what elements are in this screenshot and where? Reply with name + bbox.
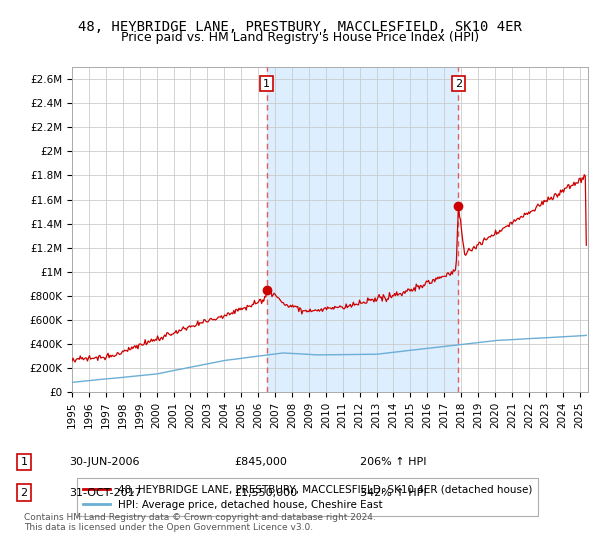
Text: 2: 2 (455, 78, 462, 88)
Text: 1: 1 (20, 457, 28, 467)
Text: 30-JUN-2006: 30-JUN-2006 (69, 457, 139, 467)
Text: 342% ↑ HPI: 342% ↑ HPI (360, 488, 427, 498)
Bar (266, 67, 458, 392)
Text: £1,550,000: £1,550,000 (234, 488, 297, 498)
Text: £845,000: £845,000 (234, 457, 287, 467)
Text: 206% ↑ HPI: 206% ↑ HPI (360, 457, 427, 467)
Text: Price paid vs. HM Land Registry's House Price Index (HPI): Price paid vs. HM Land Registry's House … (121, 31, 479, 44)
Text: 31-OCT-2017: 31-OCT-2017 (69, 488, 142, 498)
Text: 48, HEYBRIDGE LANE, PRESTBURY, MACCLESFIELD, SK10 4ER: 48, HEYBRIDGE LANE, PRESTBURY, MACCLESFI… (78, 20, 522, 34)
Text: Contains HM Land Registry data © Crown copyright and database right 2024.: Contains HM Land Registry data © Crown c… (24, 513, 376, 522)
Text: 2: 2 (20, 488, 28, 498)
Text: 1: 1 (263, 78, 270, 88)
Text: This data is licensed under the Open Government Licence v3.0.: This data is licensed under the Open Gov… (24, 523, 313, 532)
Legend: 48, HEYBRIDGE LANE, PRESTBURY, MACCLESFIELD, SK10 4ER (detached house), HPI: Ave: 48, HEYBRIDGE LANE, PRESTBURY, MACCLESFI… (77, 478, 538, 516)
